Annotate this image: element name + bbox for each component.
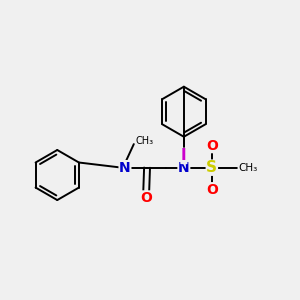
Text: CH₃: CH₃ <box>135 136 153 146</box>
Text: I: I <box>181 148 187 164</box>
Text: O: O <box>206 183 218 197</box>
Text: N: N <box>178 161 190 175</box>
Text: CH₃: CH₃ <box>238 163 258 173</box>
Text: O: O <box>140 191 152 205</box>
Text: O: O <box>206 139 218 153</box>
Text: S: S <box>206 160 217 175</box>
Text: N: N <box>119 161 131 175</box>
